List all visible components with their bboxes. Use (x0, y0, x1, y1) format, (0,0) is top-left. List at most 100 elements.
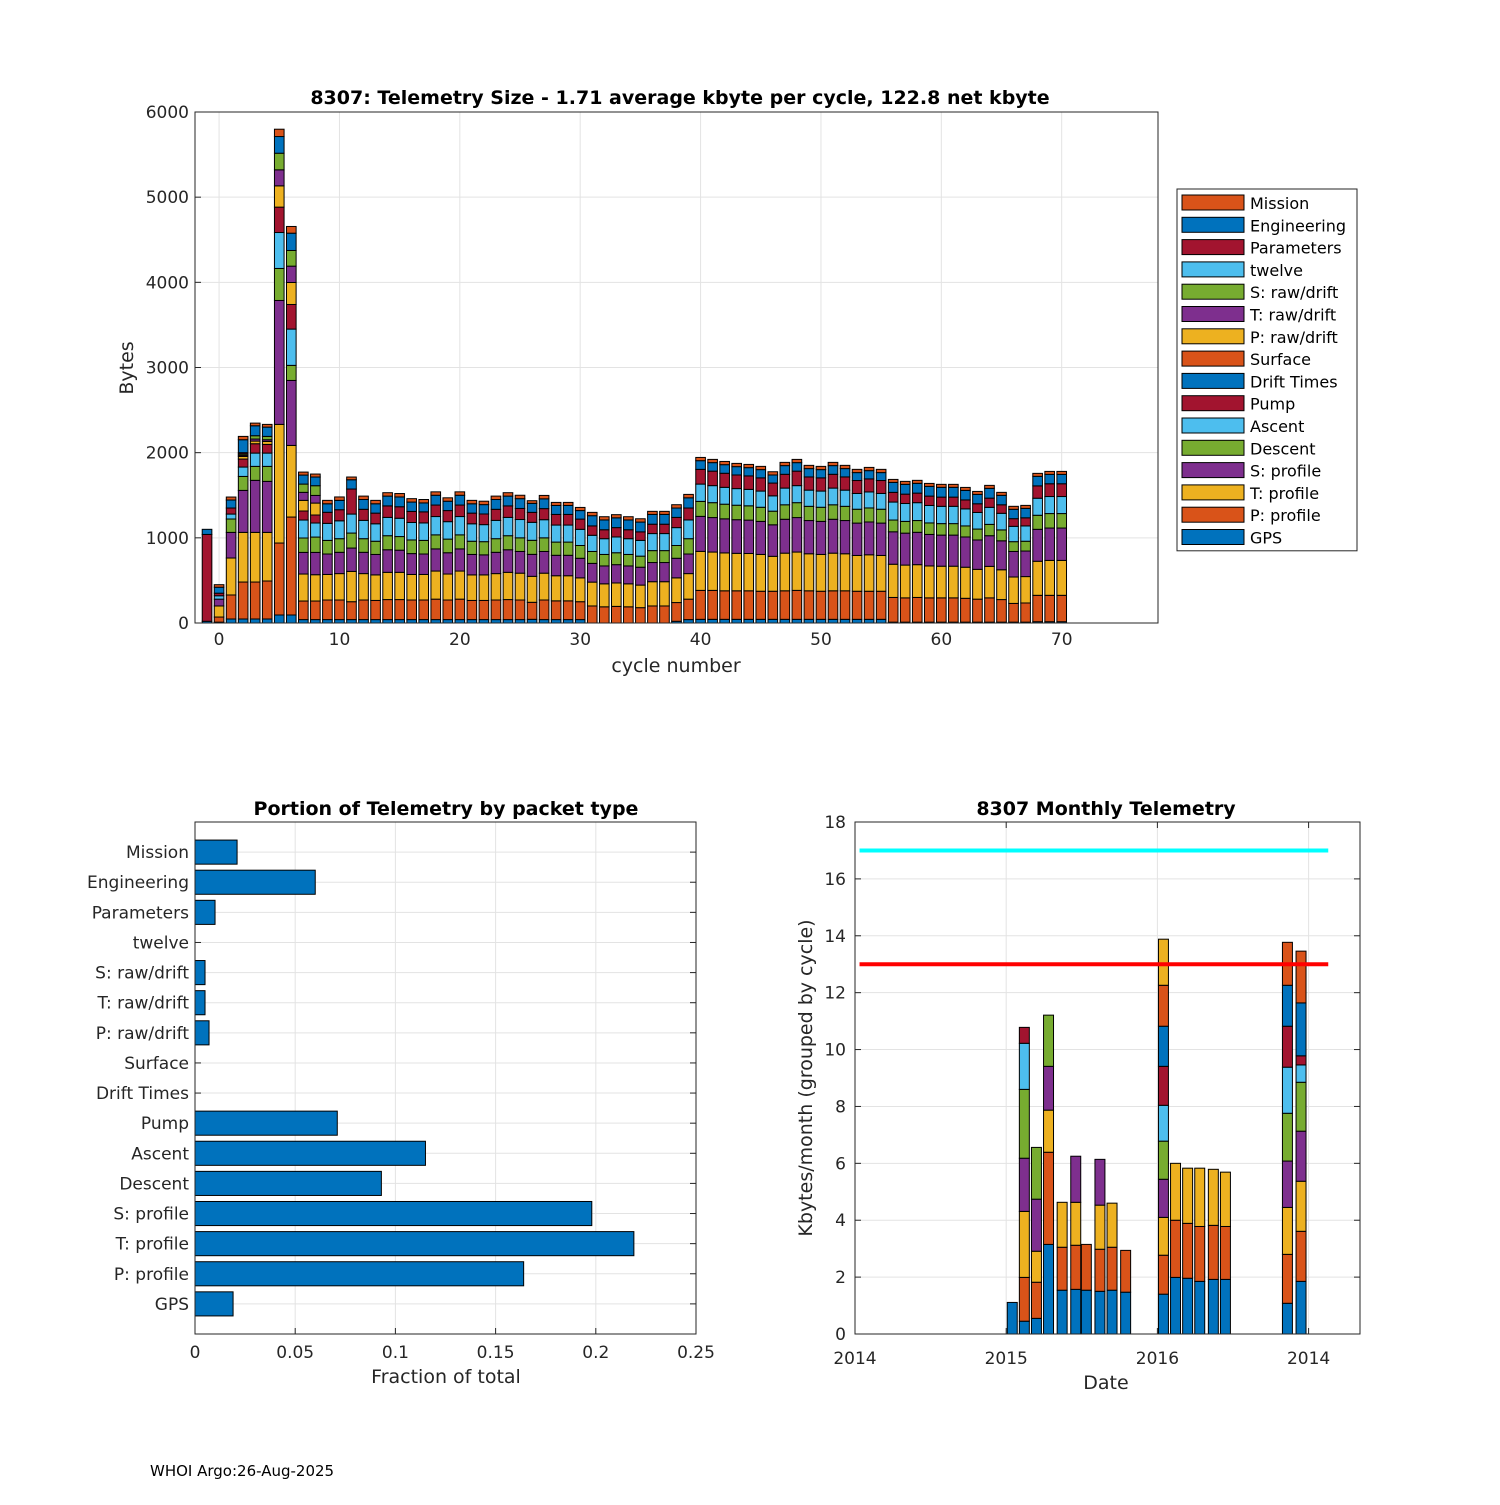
monthly-bar-segment (1120, 1249, 1132, 1293)
bar-segment-p-profile (574, 601, 586, 621)
bar-segment-gps (502, 619, 514, 624)
bar-segment-ascent (526, 521, 538, 541)
bar-segment-s-profile (647, 562, 658, 583)
bar-segment-t-profile (767, 555, 779, 592)
bar-segment-p-profile (538, 599, 550, 621)
bar-segment-p-profile (418, 599, 430, 621)
bar-segment-gps (261, 618, 273, 624)
bar-segment-t-profile (960, 566, 971, 599)
bar-segment-p-profile (514, 599, 526, 621)
bar-segment-p-profile (899, 597, 911, 623)
bar-segment-pump (225, 507, 237, 515)
bar-segment-descent (791, 502, 803, 519)
monthly-bar-segment (1080, 1289, 1092, 1335)
bar-segment-ascent (960, 508, 971, 527)
bar-segment-s-profile (731, 519, 743, 554)
bar-segment-gps (237, 618, 249, 624)
monthly-bar-segment (1182, 1167, 1194, 1224)
legend-swatch (1181, 484, 1245, 501)
legend-swatch (1181, 529, 1245, 545)
category-label: Descent (119, 1174, 189, 1194)
monthly-bar-segment (1018, 1320, 1030, 1335)
bar-segment-t-profile (779, 552, 791, 592)
monthly-chart-title: 8307 Monthly Telemetry (976, 798, 1236, 820)
bar-segment-t-profile (285, 444, 297, 518)
bar-segment-s-profile (310, 551, 321, 576)
bar-segment-ascent (418, 522, 430, 541)
bar-segment-mission (875, 468, 887, 474)
portion-axes-box (194, 821, 697, 1335)
bar-segment-t-profile (731, 552, 743, 592)
bar-segment-engineering (454, 494, 466, 506)
bar-segment-mission (598, 516, 610, 521)
bar-segment-p-profile (502, 599, 514, 621)
bar-segment-engineering (273, 136, 285, 154)
bar-segment-descent (562, 541, 574, 556)
bar-segment-mission (550, 501, 562, 506)
bar-segment-mission (659, 510, 670, 515)
bar-segment-descent (454, 534, 466, 550)
bar-segment-t-profile (514, 572, 526, 601)
bar-segment-ascent (803, 489, 815, 507)
monthly-bar-segment (1219, 1225, 1231, 1280)
x-tick-label: 20 (449, 630, 471, 650)
bar-segment-s-profile (996, 540, 1007, 571)
bar-segment-s-profile (466, 553, 478, 576)
top-chart-xlabel: cycle number (611, 655, 740, 677)
bar-segment-pump (960, 499, 971, 510)
bar-segment-ascent (1044, 496, 1055, 515)
bar-segment-pump (996, 504, 1007, 514)
bar-segment-pump (322, 511, 333, 524)
bar-segment-p-profile (285, 516, 297, 616)
bar-segment-descent (972, 528, 983, 541)
bar-segment-ascent (394, 517, 405, 538)
legend-label: Descent (1250, 439, 1316, 458)
bar-mission (194, 839, 238, 865)
bar-segment-ascent (610, 536, 622, 554)
bar-segment-t-profile (478, 574, 490, 601)
bar-segment-s-profile (406, 553, 417, 575)
bar-segment-p-profile (261, 580, 273, 620)
bar-engineering (194, 869, 316, 895)
legend-swatch (1181, 194, 1245, 211)
bar-segment-ascent (887, 501, 899, 521)
bar-segment-descent (346, 532, 357, 549)
bar-segment-s-profile (960, 536, 971, 568)
bar-segment-engineering (647, 513, 658, 525)
bar-segment-pump (911, 492, 923, 504)
legend-label: Ascent (1250, 417, 1304, 436)
bar-segment-s-profile (538, 550, 550, 574)
bar-segment-engineering (598, 519, 610, 531)
bar-segment-p-raw-drift (285, 282, 297, 305)
bar-segment-descent (839, 505, 851, 522)
bar-segment-gps (370, 619, 381, 624)
bar-segment-s-profile (213, 598, 225, 607)
bar-segment-p-profile (442, 599, 454, 621)
monthly-bar-segment (1070, 1244, 1082, 1290)
bar-segment-p-profile (370, 599, 381, 621)
bar-segment-descent (406, 539, 417, 555)
legend-label: Parameters (1250, 239, 1342, 258)
bar-segment-ascent (225, 513, 237, 520)
bar-segment-gps (683, 619, 694, 624)
bar-segment-descent (1020, 540, 1031, 552)
bar-segment-pump (683, 507, 694, 521)
bar-segment-gps (526, 618, 538, 624)
bar-segment-descent (586, 550, 598, 564)
bar-segment-gps (430, 619, 442, 624)
bar-segment-s-profile (322, 553, 333, 575)
x-tick-label: 70 (1051, 630, 1073, 650)
bar-segment-p-profile (1020, 602, 1031, 623)
bar-segment-mission (803, 464, 815, 470)
bar-segment-engineering (526, 502, 538, 513)
bar-segment-s-profile (803, 520, 815, 555)
bar-segment-mission (960, 486, 971, 491)
category-label: S: profile (113, 1205, 189, 1225)
bar-segment-engineering (695, 460, 706, 470)
bar-segment-engineering (1008, 508, 1019, 520)
bar-segment-t-profile (671, 577, 682, 604)
bar-segment-engineering (406, 501, 417, 512)
bar-segment-pump (526, 511, 538, 523)
bar-segment-t-profile (984, 565, 995, 599)
bar-segment-ascent (911, 502, 923, 522)
